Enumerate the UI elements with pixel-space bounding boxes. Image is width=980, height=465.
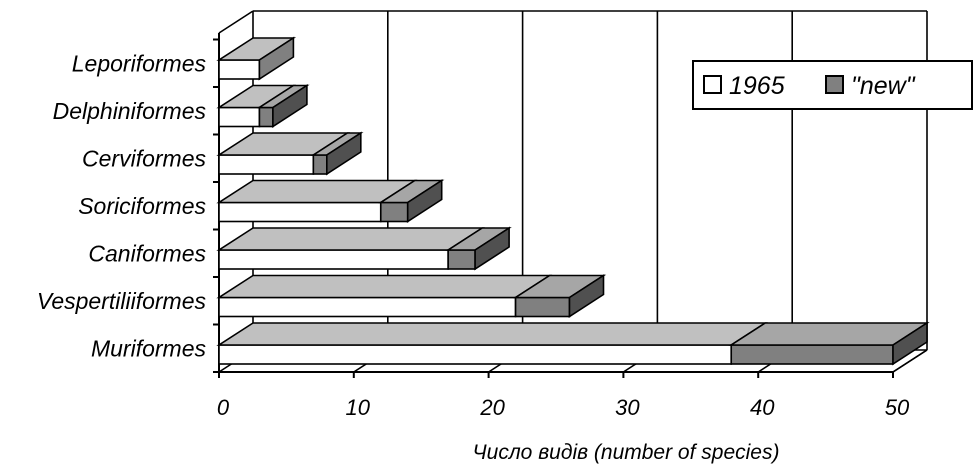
bar-group-leporiformes [216, 36, 297, 81]
side-wall-top-edge [218, 10, 254, 34]
chart-bars [216, 36, 930, 366]
legend-swatch-1965 [703, 75, 722, 94]
bar-vespertiliiformes-side [568, 274, 605, 318]
category-label-leporiformes: Leporiformes [72, 50, 207, 76]
bar-muriformes-side [892, 321, 928, 366]
bar-group-cerviformes [216, 131, 364, 176]
bar-soriciformes-series-0-front [218, 201, 382, 223]
bar-cerviformes-series-1-front [312, 154, 328, 175]
legend-label-new: "new" [851, 72, 916, 100]
bar-delphiniformes-series-1-front [258, 106, 274, 128]
x-tick-label-30: 30 [615, 395, 640, 420]
bar-caniformes-series-0-front [218, 249, 449, 270]
bar-group-caniformes [216, 226, 512, 271]
bar-group-muriformes [216, 321, 930, 366]
bar-caniformes-series-1-front [447, 249, 476, 270]
category-label-delphiniformes: Delphiniformes [53, 98, 207, 124]
bar-muriformes-series-1-front [730, 344, 894, 365]
x-tick-label-10: 10 [346, 395, 371, 420]
bar-soriciformes-series-1-front [379, 201, 409, 223]
bar-cerviformes-side [325, 131, 362, 176]
legend: 1965 "new" [692, 60, 973, 110]
bar-caniformes-side [474, 226, 510, 271]
bar-soriciformes-side [406, 179, 443, 223]
bar-group-delphiniformes [216, 84, 310, 128]
x-tick-label-20: 20 [479, 395, 505, 420]
bar-delphiniformes-side [272, 84, 308, 128]
x-tick-label-40: 40 [750, 395, 775, 420]
floor-depth-line-50 [892, 349, 928, 373]
bar-leporiformes-side [258, 36, 295, 81]
legend-label-1965: 1965 [729, 72, 785, 100]
bar-vespertiliiformes-series-0-top [216, 274, 553, 299]
x-tick-label-0: 0 [217, 395, 230, 420]
category-label-muriformes: Muriformes [91, 335, 207, 361]
bar-cerviformes-series-0-front [218, 154, 315, 175]
bar-group-vespertiliiformes [216, 274, 607, 318]
bar-caniformes-series-0-top [216, 227, 485, 251]
bar-leporiformes-series-0-front [218, 59, 261, 80]
chart-labels: 0 10 20 30 40 50 Leporiformes Delphiniformes Cer… [37, 50, 910, 420]
bar-vespertiliiformes-series-0-front [218, 296, 517, 318]
x-tick-label-50: 50 [885, 395, 910, 420]
legend-swatch-new [825, 75, 844, 94]
category-label-vespertiliiformes: Vespertiliiformes [37, 288, 207, 314]
category-label-soriciformes: Soriciformes [78, 193, 206, 219]
bar-delphiniformes-series-0-front [218, 106, 261, 128]
bar-group-soriciformes [216, 179, 445, 223]
bar-muriformes-series-0-front [218, 344, 733, 365]
category-label-cerviformes: Cerviformes [82, 145, 206, 171]
bar-vespertiliiformes-series-1-front [514, 296, 571, 318]
x-axis-title: Число видів (number of species) [473, 441, 780, 464]
category-label-caniformes: Caniformes [88, 240, 206, 266]
bar-muriformes-series-0-top [216, 322, 768, 346]
